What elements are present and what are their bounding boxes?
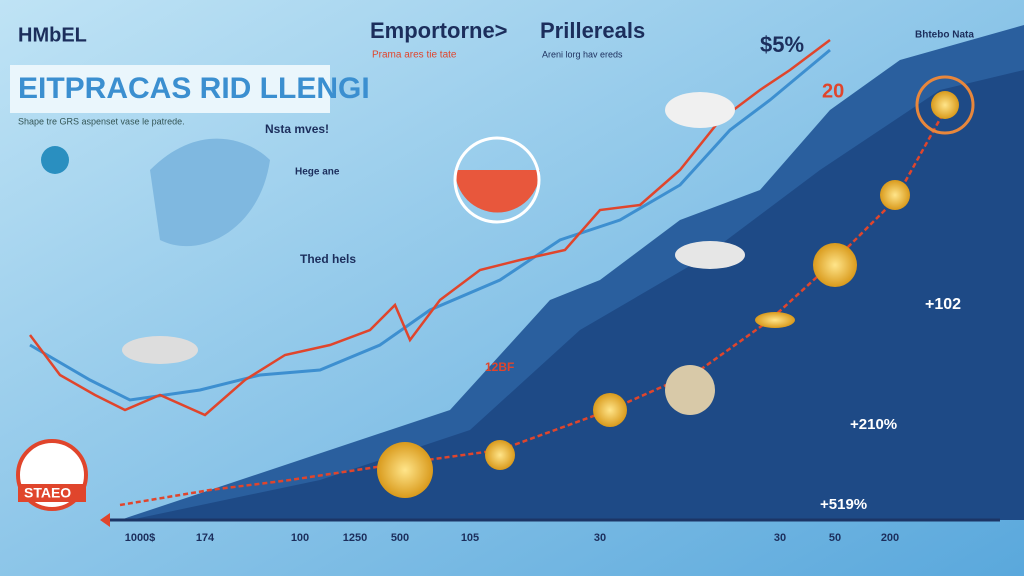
x-label: 174 <box>196 532 215 544</box>
mountain-shade <box>130 70 1024 520</box>
x-label: 50 <box>829 532 841 544</box>
subtitle: Shape tre GRS aspenset vase le patrede. <box>18 116 185 126</box>
coin <box>931 91 959 119</box>
red-dashed-line <box>119 109 947 507</box>
section-text: Areni lorg hav ereds <box>542 49 623 59</box>
callout: 20 <box>822 80 844 102</box>
cloud <box>665 92 735 128</box>
ring <box>915 75 975 135</box>
logo: HMbEL <box>18 24 87 46</box>
pie-part <box>454 170 540 213</box>
callout: Thed hels <box>300 252 356 266</box>
texts: HMbEL EITPRACAS RID LLENGI Shape tre GRS a… <box>18 18 974 544</box>
callout: $5% <box>760 32 804 57</box>
map-shape <box>150 138 270 247</box>
callout: +210% <box>850 416 897 433</box>
x-label: 30 <box>774 532 786 544</box>
section-text: Prama ares tie tate <box>372 50 457 61</box>
section-heading: Prillereals <box>540 18 645 43</box>
globe <box>665 365 715 415</box>
coin <box>755 312 795 328</box>
x-label: 500 <box>391 532 409 544</box>
x-label: 30 <box>594 532 606 544</box>
title: EITPRACAS RID LLENGI <box>18 72 370 105</box>
saucer <box>122 336 198 364</box>
callout: STAEO <box>24 485 71 501</box>
callout: Hege ane <box>295 167 340 178</box>
x-label: 200 <box>881 532 899 544</box>
coin <box>593 393 627 427</box>
callout: 12BF <box>485 360 514 374</box>
x-label: 105 <box>461 532 479 544</box>
red-line <box>29 39 831 417</box>
badge-banner <box>18 484 86 502</box>
callout: Bhtebo Nata <box>915 30 974 41</box>
x-label: 1250 <box>343 532 367 544</box>
coin <box>485 440 515 470</box>
saucer <box>675 241 745 269</box>
x-label: 100 <box>291 532 309 544</box>
pie-outline <box>453 136 541 224</box>
axis-arrow <box>100 513 110 527</box>
x-label: 1000$ <box>125 532 156 544</box>
section-heading: Emportorne> <box>370 18 508 43</box>
coin <box>880 180 910 210</box>
callout: +519% <box>820 496 867 513</box>
callout: +102 <box>925 296 961 313</box>
callout: Nsta mves! <box>265 122 329 136</box>
coin <box>813 243 857 287</box>
title-panel <box>10 65 330 113</box>
coin <box>377 442 433 498</box>
icon <box>41 146 69 174</box>
